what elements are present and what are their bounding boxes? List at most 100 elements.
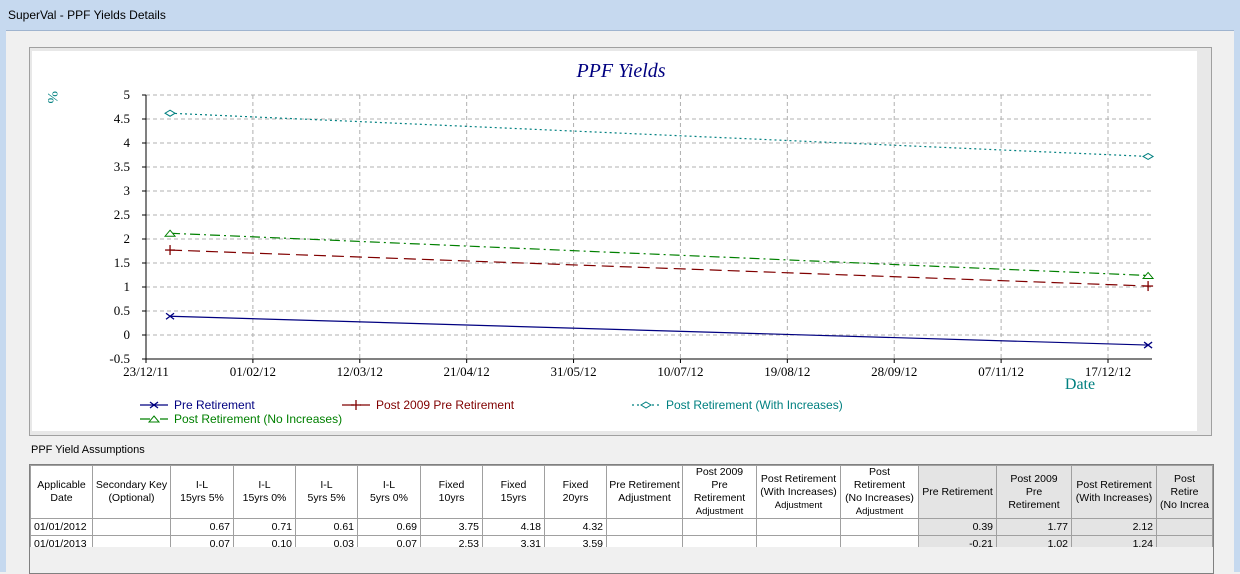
legend-marker (149, 401, 159, 409)
table-cell[interactable] (1156, 518, 1213, 536)
column-header-line: Secondary Key (95, 479, 168, 491)
column-header-line: I-L (382, 479, 396, 491)
assumptions-label: PPF Yield Assumptions (31, 444, 145, 456)
column-header-line: 20yrs (562, 492, 589, 504)
y-tick-label: 0.5 (114, 303, 130, 318)
data-point (1142, 271, 1155, 279)
data-point (165, 245, 176, 256)
column-header[interactable]: Post Retirement (With Increases) (1071, 465, 1157, 519)
table-row[interactable]: 01/01/2012 0.67 0.71 0.61 0.69 3.75 4.18 4.32 0.… (30, 518, 1213, 536)
y-tick-label: 1.5 (114, 255, 130, 270)
table-cell[interactable]: 4.32 (544, 518, 607, 536)
column-header[interactable]: I-L 15yrs 0% (233, 465, 296, 519)
column-header-line: 5yrs 0% (370, 492, 408, 504)
column-header-line: Adjustment (855, 506, 904, 517)
x-tick-label: 10/07/12 (657, 364, 703, 379)
chart-area: 5 4.5 4 3.5 3 2.5 2 1.5 1 0.5 0 -0.5 23/12/11 01/02/1… (32, 51, 1197, 431)
column-header-line: Applicable (37, 479, 86, 491)
window-frame-right (1234, 30, 1240, 572)
grid-empty-area (30, 547, 1213, 573)
assumptions-table[interactable]: Applicable Date Secondary Key (Optional) I-L… (30, 465, 1213, 553)
table-cell[interactable] (606, 518, 683, 536)
column-header-line: Post 2009 (1010, 472, 1058, 485)
column-header-line: (With Increases) (760, 485, 837, 498)
x-tick-label: 01/02/12 (230, 364, 276, 379)
legend-label: Post 2009 Pre Retirement (376, 398, 515, 412)
table-cell[interactable]: 2.12 (1071, 518, 1157, 536)
legend-marker (351, 400, 361, 410)
table-cell[interactable]: 0.69 (357, 518, 421, 536)
column-header[interactable]: Post 2009 Pre Retirement Adjustment (682, 465, 757, 519)
column-header-line: Adjustment (774, 499, 823, 511)
column-header[interactable]: Applicable Date (30, 465, 93, 519)
x-tick-label: 12/03/12 (337, 364, 383, 379)
column-header-line: Adjustment (618, 492, 671, 504)
column-header[interactable]: Post 2009 Pre Retirement (996, 465, 1072, 519)
column-header[interactable]: Fixed 20yrs (544, 465, 607, 519)
window-title: SuperVal - PPF Yields Details (8, 8, 166, 22)
data-point (1142, 152, 1155, 161)
table-cell[interactable]: 0.61 (295, 518, 358, 536)
series-line-1 (170, 249, 1149, 287)
column-header-line: (No Increa (1159, 498, 1210, 511)
column-header[interactable]: Secondary Key (Optional) (92, 465, 171, 519)
column-header-line: Post Retirement (853, 466, 906, 491)
table-cell[interactable] (756, 518, 841, 536)
legend-label: Post Retirement (With Increases) (666, 398, 843, 412)
column-header-line: I-L (320, 479, 333, 491)
assumptions-grid[interactable]: Applicable Date Secondary Key (Optional) I-L… (29, 464, 1214, 574)
column-header-line: 15yrs 5% (180, 492, 224, 504)
table-cell[interactable]: 1.77 (996, 518, 1072, 536)
window-frame-left (0, 30, 6, 572)
y-tick-label: 3 (124, 183, 131, 198)
y-tick-label: 1 (124, 279, 131, 294)
x-tick-label: 19/08/12 (764, 364, 810, 379)
column-header[interactable]: I-L 5yrs 0% (357, 465, 421, 519)
data-point (1143, 281, 1154, 292)
column-header-line: Post Retirement (760, 472, 837, 485)
column-header-line: Fixed (438, 479, 465, 491)
legend-label: Pre Retirement (174, 398, 255, 412)
column-header[interactable]: Pre Retirement (918, 465, 997, 519)
y-tick-label: -0.5 (109, 351, 130, 366)
table-cell[interactable]: 0.67 (170, 518, 234, 536)
column-header-line: 15yrs (500, 492, 527, 504)
x-tick-label: 07/11/12 (978, 364, 1024, 379)
x-axis-label: Date (1065, 376, 1095, 393)
column-header[interactable]: I-L 15yrs 5% (170, 465, 234, 519)
column-header-line: 15yrs 0% (242, 492, 287, 504)
legend-label: Post Retirement (No Increases) (174, 412, 342, 426)
column-header-line: I-L (258, 479, 271, 491)
column-header-line: Post Retire (1170, 472, 1199, 498)
chart-title: PPF Yields (575, 60, 665, 82)
table-cell[interactable] (840, 518, 919, 536)
y-tick-label: 5 (124, 87, 131, 102)
ppf-yields-chart: 5 4.5 4 3.5 3 2.5 2 1.5 1 0.5 0 -0.523/12/11 01/02/1… (44, 60, 1155, 426)
column-header-line: Pre Retirement (693, 479, 746, 504)
table-cell[interactable]: 01/01/2012 (30, 518, 93, 536)
column-header-line: (With Increases) (1075, 492, 1153, 504)
column-header-line: Pre Retirement (922, 485, 993, 498)
column-header[interactable]: Pre Retirement Adjustment (606, 465, 683, 519)
table-cell[interactable]: 3.75 (420, 518, 483, 536)
column-header[interactable]: I-L 5yrs 5% (295, 465, 358, 519)
table-cell[interactable] (92, 518, 171, 536)
column-header[interactable]: Post Retirement (With Increases) Adjustmen… (756, 465, 841, 519)
legend-marker (640, 401, 652, 409)
column-header[interactable]: Post Retire (No Increa (1156, 465, 1213, 519)
x-tick-label: 28/09/12 (871, 364, 917, 379)
column-header-line: Date (50, 492, 73, 504)
y-tick-label: 4.5 (114, 111, 130, 126)
column-header[interactable]: Post Retirement (No Increases) Adjustment (840, 465, 919, 519)
table-cell[interactable]: 4.18 (482, 518, 545, 536)
data-point (165, 312, 175, 320)
title-bar: SuperVal - PPF Yields Details (0, 0, 1240, 31)
table-cell[interactable]: 0.71 (233, 518, 296, 536)
column-header[interactable]: Fixed 10yrs (420, 465, 483, 519)
column-header-line: Fixed (500, 479, 527, 491)
table-cell[interactable] (682, 518, 757, 536)
table-cell[interactable]: 0.39 (918, 518, 997, 536)
column-header[interactable]: Fixed 15yrs (482, 465, 545, 519)
column-header-line: Post 2009 (695, 466, 744, 478)
column-header-line: Adjustment (695, 506, 744, 517)
